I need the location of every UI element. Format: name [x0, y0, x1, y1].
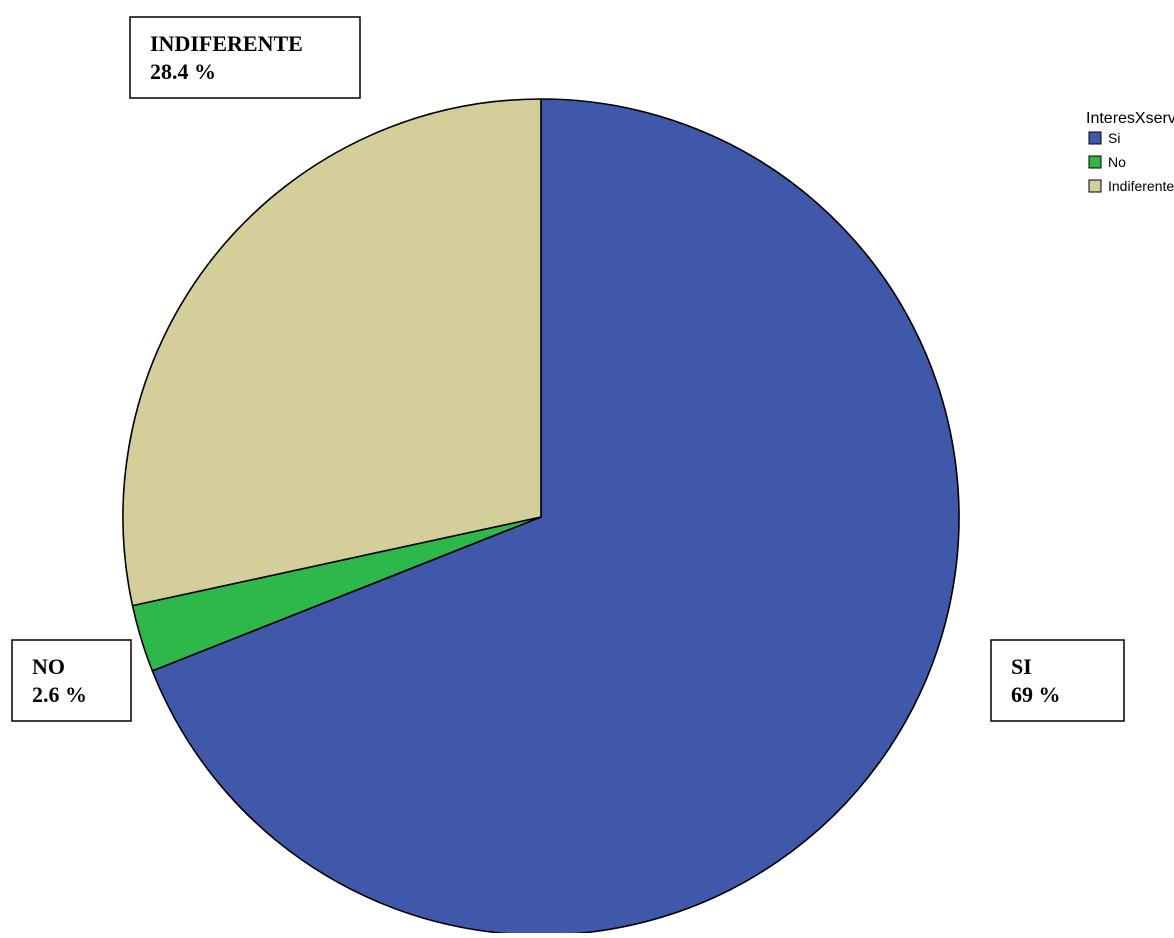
- pie-slice-indiferente: [122, 98, 542, 607]
- callout-value-indiferente: 28.4 %: [150, 59, 216, 84]
- legend-label-indiferente: Indiferente: [1108, 178, 1174, 194]
- legend-label-no: No: [1108, 154, 1126, 170]
- callout-label-no: NO: [32, 654, 65, 679]
- legend-label-si: Si: [1108, 130, 1120, 146]
- legend-swatch-si: [1088, 131, 1102, 145]
- callout-label-si: SI: [1011, 654, 1032, 679]
- legend: InteresXservicio Si No Indiferente: [1086, 110, 1174, 194]
- callout-box-no: [11, 639, 132, 722]
- callout-box-indiferente: [129, 16, 361, 99]
- callout-label-indiferente: INDIFERENTE: [150, 31, 303, 56]
- callout-value-no: 2.6 %: [32, 682, 87, 707]
- callout-si: SI 69 %: [990, 639, 1125, 722]
- pie-slices: [122, 98, 960, 936]
- callout-value-si: 69 %: [1011, 682, 1061, 707]
- callouts: SI 69 % NO 2.6 % INDIFERENTE 28.4 %: [11, 16, 1125, 722]
- callout-no: NO 2.6 %: [11, 639, 132, 722]
- pie-slice-si: [151, 98, 960, 936]
- callout-box-si: [990, 639, 1125, 722]
- legend-title: InteresXservicio: [1086, 110, 1174, 127]
- legend-swatch-no: [1088, 155, 1102, 169]
- callout-indiferente: INDIFERENTE 28.4 %: [129, 16, 361, 99]
- legend-swatch-indiferente: [1088, 179, 1102, 193]
- legend-items: Si No Indiferente: [1088, 130, 1174, 194]
